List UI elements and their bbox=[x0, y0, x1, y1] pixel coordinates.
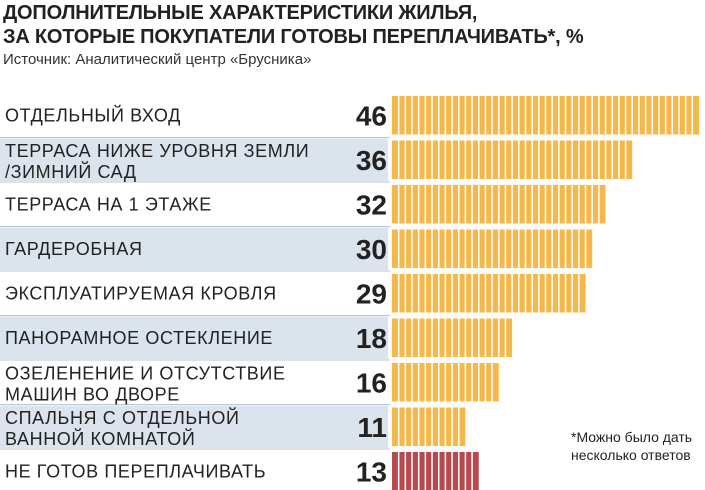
row-band bbox=[0, 227, 388, 270]
value-label: 13 bbox=[356, 456, 387, 487]
value-label: 16 bbox=[356, 367, 387, 398]
value-label: 18 bbox=[356, 323, 387, 354]
category-label: ТЕРРАСА НИЖЕ УРОВНЯ ЗЕМЛИ bbox=[5, 141, 309, 161]
row-band bbox=[0, 138, 388, 181]
chart-title-line-1: ДОПОЛНИТЕЛЬНЫЕ ХАРАКТЕРИСТИКИ ЖИЛЬЯ, bbox=[3, 2, 478, 24]
category-label: СПАЛЬНЯ С ОТДЕЛЬНОЙ bbox=[5, 407, 240, 428]
chart-source: Источник: Аналитический центр «Брусника» bbox=[3, 51, 312, 68]
category-label: ОЗЕЛЕНЕНИЕ И ОТСУТСТВИЕ bbox=[5, 363, 286, 383]
value-label: 46 bbox=[356, 100, 387, 131]
category-label: ТЕРРАСА НА 1 ЭТАЖЕ bbox=[5, 194, 212, 214]
category-label: МАШИН ВО ДВОРЕ bbox=[5, 384, 180, 404]
row-band bbox=[0, 405, 388, 448]
category-label: ЭКСПЛУАТИРУЕМАЯ КРОВЛЯ bbox=[5, 283, 277, 303]
category-label: НЕ ГОТОВ ПЕРЕПЛАЧИВАТЬ bbox=[5, 461, 266, 481]
bar bbox=[392, 452, 479, 490]
value-label: 36 bbox=[356, 145, 387, 176]
value-label: 29 bbox=[356, 278, 387, 309]
category-label: ГАРДЕРОБНАЯ bbox=[5, 239, 143, 259]
category-label: /ЗИМНИЙ САД bbox=[5, 161, 137, 182]
value-label: 32 bbox=[356, 189, 387, 220]
chart-title-line-2: ЗА КОТОРЫЕ ПОКУПАТЕЛИ ГОТОВЫ ПЕРЕПЛАЧИВА… bbox=[3, 26, 584, 48]
category-label: ПАНОРАМНОЕ ОСТЕКЛЕНИЕ bbox=[5, 328, 273, 348]
bar bbox=[392, 407, 466, 446]
row-band bbox=[0, 316, 388, 359]
bar bbox=[392, 274, 586, 313]
category-label: ОТДЕЛЬНЫЙ ВХОД bbox=[5, 104, 181, 125]
chart-footnote: *Можно было дать несколько ответов bbox=[571, 429, 693, 463]
chart-title: ДОПОЛНИТЕЛЬНЫЕ ХАРАКТЕРИСТИКИ ЖИЛЬЯ, ЗА … bbox=[3, 1, 703, 49]
category-label: ВАННОЙ КОМНАТОЙ bbox=[5, 428, 195, 449]
value-label: 11 bbox=[357, 412, 387, 443]
value-label: 30 bbox=[356, 234, 387, 265]
